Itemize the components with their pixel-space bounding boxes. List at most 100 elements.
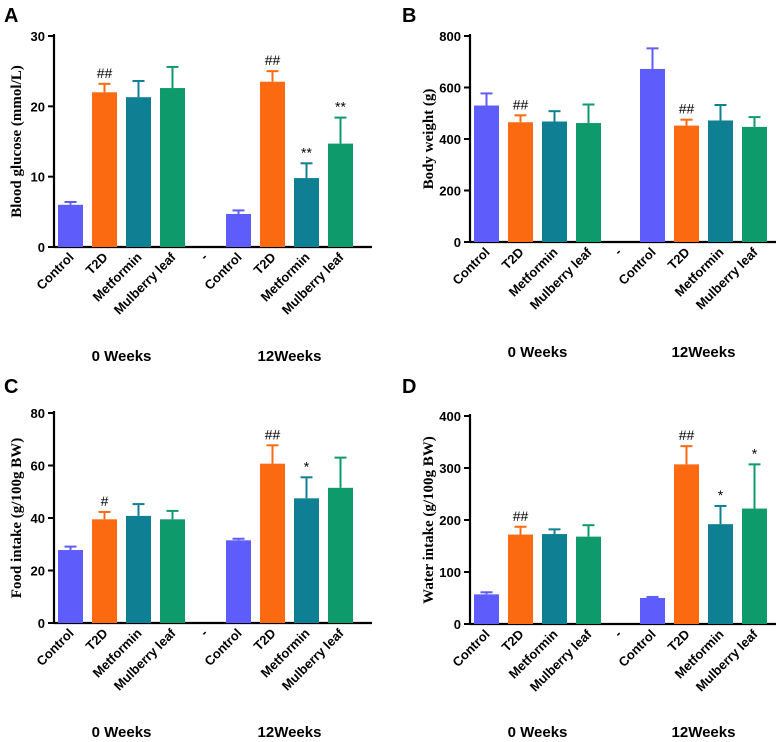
y-axis-label: Blood glucose (mmol/L): [9, 65, 25, 218]
y-tick-label: 40: [31, 511, 45, 526]
bar-control: [226, 213, 251, 247]
y-tick-label: 600: [439, 81, 461, 96]
y-tick-label: 30: [31, 29, 45, 44]
group-label-12-weeks: 12Weeks: [258, 348, 322, 365]
y-tick-label: 0: [38, 616, 45, 631]
panel-letter: A: [4, 5, 18, 27]
bar-mulberry-leaf: [160, 88, 185, 248]
x-category-label: Control: [615, 627, 658, 670]
bar-mulberry-leaf: [576, 123, 601, 242]
panel-d: D Water intake (g/100g BW) 0 100 200 300 400 Co…: [402, 376, 776, 741]
panel-b: B Body weight (g) 0 200 400 600 800 Control ## T2…: [402, 5, 776, 361]
significance-marker: ##: [265, 52, 281, 68]
y-tick-label: 80: [31, 406, 45, 421]
x-category-label: -: [197, 250, 211, 264]
x-category-label: -: [611, 245, 625, 259]
bar-control: [474, 105, 499, 243]
bar-t2d: [92, 92, 117, 248]
y-axis-label: Water intake (g/100g BW): [421, 436, 437, 604]
y-tick-label: 10: [31, 170, 45, 185]
bar-t2d: [674, 125, 699, 242]
panel-letter: D: [402, 376, 416, 398]
y-tick-label: 400: [439, 132, 461, 147]
x-category-label: -: [197, 626, 211, 640]
bar-metformin: [708, 524, 733, 624]
x-category-label: Control: [201, 626, 244, 669]
group-label-12-weeks: 12Weeks: [258, 724, 322, 741]
bar-t2d: [92, 519, 117, 623]
y-tick-label: 800: [439, 29, 461, 44]
bar-control: [640, 598, 665, 624]
y-tick-label: 200: [439, 513, 461, 528]
significance-marker: *: [718, 487, 724, 503]
x-category-label: Control: [449, 245, 492, 288]
bar-mulberry-leaf: [576, 536, 601, 624]
x-category-label: T2D: [83, 626, 111, 654]
y-tick-label: 0: [454, 235, 461, 250]
significance-marker: *: [752, 445, 758, 461]
y-tick-label: 60: [31, 459, 45, 474]
bar-control: [474, 594, 499, 624]
bar-mulberry-leaf: [328, 487, 353, 623]
significance-marker: ##: [513, 508, 529, 524]
x-category-label: -: [611, 627, 625, 641]
group-label-12-weeks: 12Weeks: [672, 344, 736, 361]
x-category-label: Control: [33, 250, 76, 293]
bar-metformin: [708, 120, 733, 242]
x-category-label: T2D: [499, 245, 527, 273]
bar-t2d: [260, 81, 285, 247]
bar-metformin: [542, 121, 567, 242]
bar-control: [58, 550, 83, 623]
group-label-0-weeks: 0 Weeks: [508, 724, 568, 741]
significance-marker: ##: [679, 101, 695, 117]
bar-mulberry-leaf: [160, 519, 185, 623]
significance-marker: **: [335, 99, 346, 115]
y-axis-label: Body weight (g): [421, 89, 437, 190]
bar-metformin: [294, 178, 319, 247]
x-category-label: T2D: [665, 245, 693, 273]
y-tick-label: 100: [439, 565, 461, 580]
significance-marker: ##: [679, 427, 695, 443]
bar-mulberry-leaf: [742, 126, 767, 242]
bar-metformin: [126, 97, 151, 247]
y-axis-label: Food intake (g/100g BW): [9, 438, 25, 598]
bar-metformin: [294, 498, 319, 623]
x-category-label: Control: [33, 626, 76, 669]
panel-letter: C: [4, 376, 18, 398]
x-category-label: Control: [449, 627, 492, 670]
x-category-label: T2D: [83, 250, 111, 278]
bar-t2d: [508, 122, 533, 242]
significance-marker: *: [304, 458, 310, 474]
bar-control: [226, 540, 251, 623]
bar-t2d: [674, 464, 699, 624]
y-tick-label: 300: [439, 461, 461, 476]
x-category-label: Control: [615, 245, 658, 288]
significance-marker: ##: [97, 65, 113, 81]
y-tick-label: 20: [31, 564, 45, 579]
bar-control: [58, 204, 83, 247]
x-category-label: T2D: [251, 626, 279, 654]
bar-control: [640, 68, 665, 243]
y-tick-label: 20: [31, 99, 45, 114]
y-tick-label: 200: [439, 184, 461, 199]
panel-c: C Food intake (g/100g BW) 0 20 40 60 80 Control…: [4, 376, 372, 741]
bar-metformin: [542, 534, 567, 624]
y-tick-label: 400: [439, 409, 461, 424]
x-category-label: T2D: [499, 627, 527, 655]
group-label-0-weeks: 0 Weeks: [92, 724, 152, 741]
significance-marker: #: [101, 493, 109, 509]
group-label-0-weeks: 0 Weeks: [92, 348, 152, 365]
group-label-12-weeks: 12Weeks: [672, 724, 736, 741]
bar-mulberry-leaf: [328, 143, 353, 247]
significance-marker: ##: [513, 96, 529, 112]
panel-a: A Blood glucose (mmol/L) 0 10 20 30 Control ## T…: [4, 5, 372, 365]
bar-t2d: [508, 534, 533, 624]
panel-letter: B: [402, 5, 416, 27]
bar-t2d: [260, 463, 285, 623]
group-label-0-weeks: 0 Weeks: [508, 344, 568, 361]
x-category-label: Control: [201, 250, 244, 293]
significance-marker: ##: [265, 426, 281, 442]
y-tick-label: 0: [454, 617, 461, 632]
bar-mulberry-leaf: [742, 508, 767, 624]
